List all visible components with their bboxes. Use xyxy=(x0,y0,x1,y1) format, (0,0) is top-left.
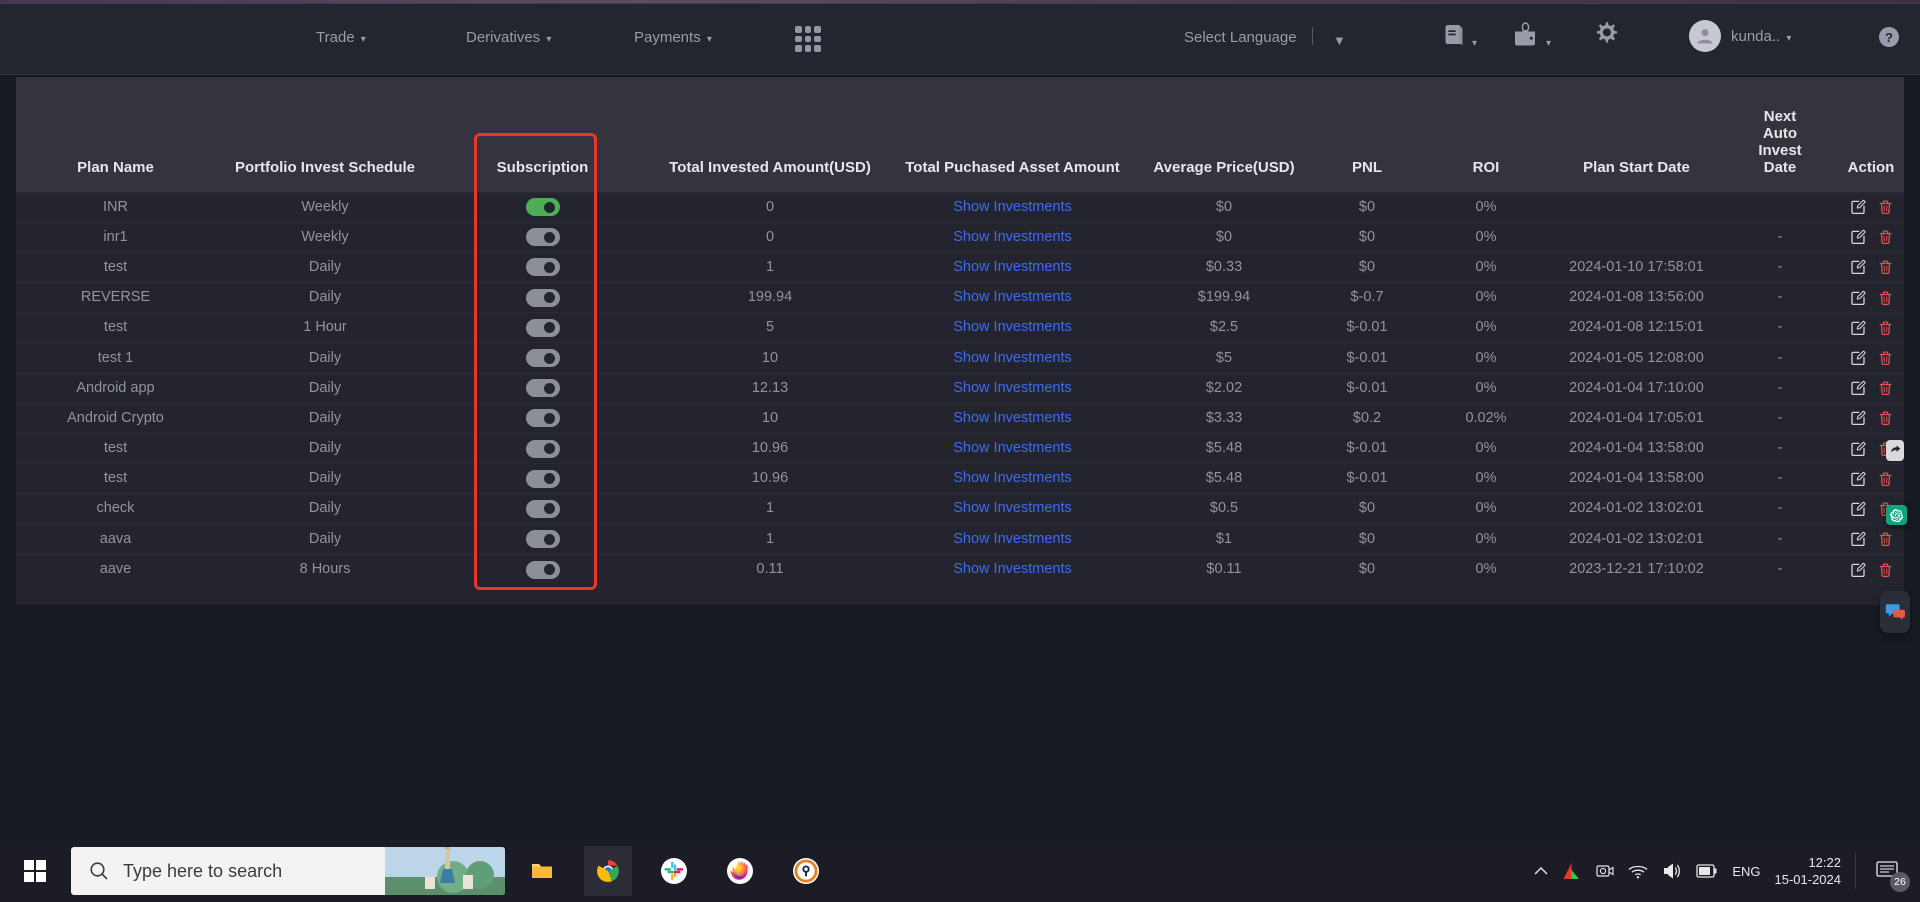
svg-text:?: ? xyxy=(1885,30,1893,45)
